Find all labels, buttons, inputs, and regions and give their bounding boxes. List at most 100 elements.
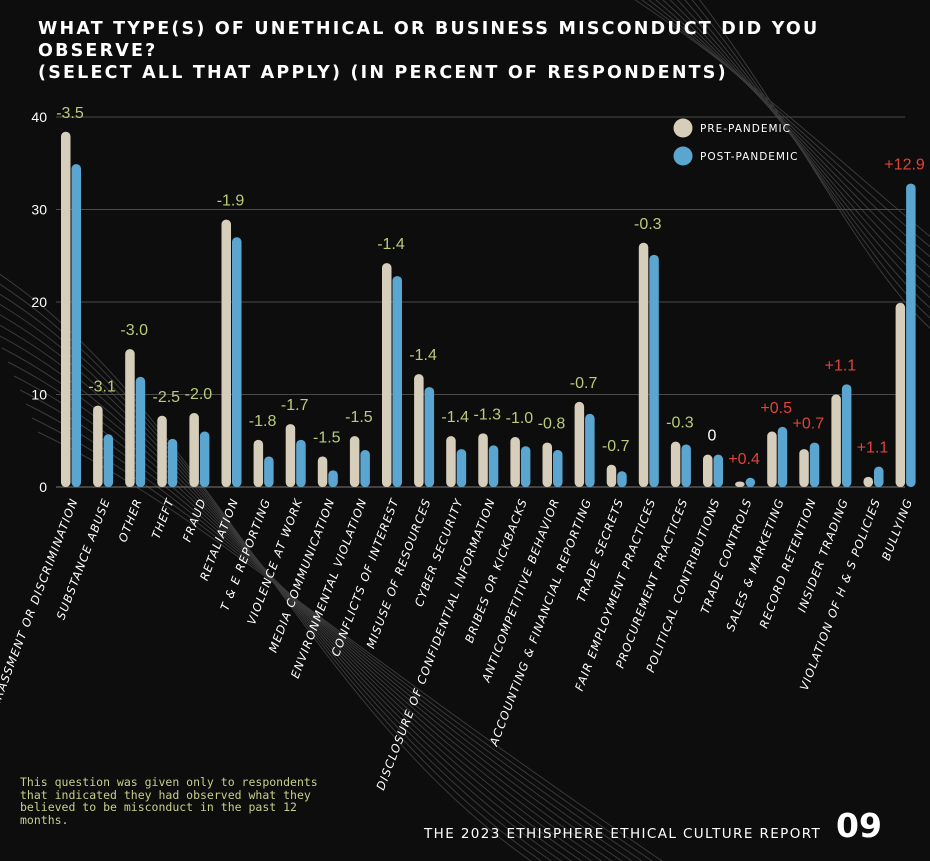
deco-curve — [669, 0, 930, 289]
bar-pre-pandemic — [125, 349, 135, 487]
change-label: -0.7 — [602, 438, 630, 455]
deco-curve — [13, 375, 623, 861]
legend-label-pre: PRE-PANDEMIC — [700, 123, 791, 135]
deco-curve — [662, 0, 930, 278]
change-label: +1.1 — [857, 440, 889, 457]
footnote: This question was given only to responde… — [20, 775, 318, 827]
x-tick-label: OTHER — [115, 496, 145, 544]
bar-post-pandemic — [585, 413, 595, 487]
x-tick-label: BULLYING — [879, 496, 916, 562]
change-label: -1.0 — [506, 410, 534, 427]
legend-label-post: POST-PANDEMIC — [700, 151, 798, 163]
gridlines — [56, 116, 905, 488]
bar-pre-pandemic — [478, 433, 488, 487]
title-line-1: WHAT TYPE(S) OF UNETHICAL OR BUSINESS MI… — [38, 19, 820, 61]
x-tick-label: SALES & MARKETING — [723, 496, 787, 633]
bar-post-pandemic — [296, 439, 306, 487]
bar-post-pandemic — [264, 456, 274, 487]
legend: PRE-PANDEMIC POST-PANDEMIC — [673, 118, 798, 166]
y-tick-label: 10 — [31, 387, 47, 403]
bar-pre-pandemic — [253, 439, 264, 487]
legend-swatch-pre — [673, 118, 693, 138]
y-tick-label: 40 — [31, 109, 47, 125]
y-tick-label: 0 — [39, 479, 47, 495]
bar-post-pandemic — [713, 454, 723, 487]
bar-post-pandemic — [135, 376, 146, 487]
change-label: -1.5 — [313, 429, 341, 446]
change-label: +1.1 — [825, 357, 857, 374]
deco-curve — [699, 0, 930, 329]
bar-post-pandemic — [103, 434, 114, 487]
bar-pre-pandemic — [510, 437, 520, 487]
bar-pre-pandemic — [799, 449, 809, 487]
deco-curve — [634, 0, 930, 237]
report-footer: THE 2023 ETHISPHERE ETHICAL CULTURE REPO… — [424, 826, 822, 842]
bar-post-pandemic — [553, 450, 563, 487]
change-label: 0 — [708, 428, 717, 445]
chart-title: WHAT TYPE(S) OF UNETHICAL OR BUSINESS MI… — [38, 18, 918, 84]
bar-pre-pandemic — [414, 374, 424, 487]
bars — [61, 131, 916, 488]
title-line-2: (SELECT ALL THAT APPLY) (IN PERCENT OF R… — [38, 63, 728, 83]
bar-pre-pandemic — [382, 263, 392, 487]
change-label: -0.7 — [570, 375, 598, 392]
bar-pre-pandemic — [157, 415, 167, 487]
bar-post-pandemic — [232, 237, 242, 487]
bar-post-pandemic — [424, 387, 435, 487]
bar-pre-pandemic — [574, 401, 585, 487]
page-number: 09 — [836, 806, 882, 845]
change-label: -1.4 — [441, 409, 469, 426]
change-label: -1.5 — [345, 409, 373, 426]
bar-pre-pandemic — [831, 394, 841, 487]
y-axis: 0 10 20 30 40 — [31, 109, 47, 495]
legend-swatch-post — [673, 146, 693, 166]
bar-pre-pandemic — [606, 464, 617, 487]
change-label: +0.5 — [760, 400, 792, 417]
change-label: +0.4 — [728, 451, 760, 468]
bar-pre-pandemic — [189, 413, 199, 487]
bar-pre-pandemic — [349, 436, 360, 487]
bar-pre-pandemic — [542, 442, 552, 487]
change-label: -1.7 — [281, 397, 309, 414]
change-label: -1.4 — [377, 236, 405, 253]
bar-post-pandemic — [841, 384, 852, 487]
bar-post-pandemic — [809, 442, 820, 487]
bar-pre-pandemic — [93, 405, 103, 487]
x-tick-label: THEFT — [149, 496, 177, 541]
bar-pre-pandemic — [221, 219, 231, 488]
bar-post-pandemic — [617, 471, 627, 487]
deco-curve — [684, 0, 930, 309]
bar-pre-pandemic — [767, 431, 777, 487]
change-label: -3.1 — [88, 379, 116, 396]
change-labels: -3.5-3.1-3.0-2.5 -2.0-1.9-1.8-1.7-1.5-1.5… — [56, 105, 925, 468]
bar-pre-pandemic — [670, 441, 681, 487]
bar-post-pandemic — [745, 477, 756, 487]
change-label: -3.0 — [120, 322, 148, 339]
deco-curve — [691, 0, 930, 319]
bar-post-pandemic — [488, 445, 499, 487]
bar-post-pandemic — [777, 426, 788, 487]
bar-post-pandemic — [328, 470, 338, 487]
bar-post-pandemic — [71, 164, 81, 488]
bar-post-pandemic — [649, 254, 659, 487]
bar-pre-pandemic — [317, 456, 328, 487]
deco-curve — [648, 0, 930, 258]
bar-pre-pandemic — [446, 436, 456, 487]
bar-pre-pandemic — [863, 476, 873, 487]
bar-post-pandemic — [456, 449, 467, 487]
change-label: +12.9 — [884, 157, 925, 174]
bar-post-pandemic — [906, 183, 916, 487]
y-tick-label: 20 — [31, 294, 47, 310]
bar-post-pandemic — [167, 438, 178, 487]
bar-pre-pandemic — [61, 131, 71, 488]
bar-pre-pandemic — [285, 424, 296, 487]
deco-curve — [641, 0, 930, 248]
bar-post-pandemic — [874, 466, 884, 487]
bar-pre-pandemic — [638, 242, 649, 487]
change-label: -0.8 — [538, 416, 566, 433]
deco-curve — [655, 0, 930, 268]
bar-post-pandemic — [392, 276, 402, 487]
bar-post-pandemic — [681, 444, 691, 487]
bar-pre-pandemic — [735, 481, 745, 487]
